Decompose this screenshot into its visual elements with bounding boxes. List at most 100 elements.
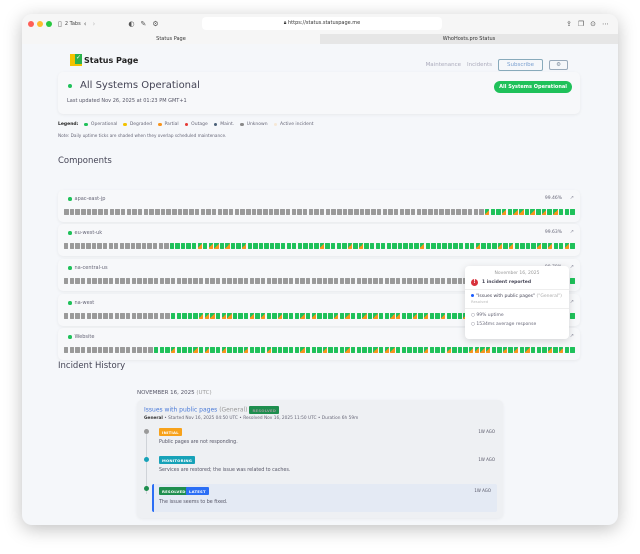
uptime-tick[interactable] [240, 209, 245, 215]
uptime-tick[interactable] [289, 347, 294, 353]
uptime-tick[interactable] [564, 209, 569, 215]
uptime-tick[interactable] [348, 209, 353, 215]
uptime-tick[interactable] [154, 278, 159, 284]
uptime-tick[interactable] [359, 209, 365, 215]
uptime-tick[interactable] [86, 209, 92, 215]
uptime-tick[interactable] [322, 278, 328, 284]
uptime-tick[interactable] [457, 313, 463, 319]
uptime-tick[interactable] [170, 347, 176, 353]
uptime-tick[interactable] [308, 209, 314, 215]
uptime-tick[interactable] [200, 209, 205, 215]
uptime-tick[interactable] [501, 209, 507, 215]
uptime-tick[interactable] [244, 347, 249, 353]
uptime-tick[interactable] [132, 209, 137, 215]
uptime-tick[interactable] [75, 243, 80, 249]
uptime-tick[interactable] [362, 278, 367, 284]
uptime-tick[interactable] [467, 209, 473, 215]
uptime-tick[interactable] [125, 347, 131, 353]
uptime-tick[interactable] [249, 347, 255, 353]
shield-icon[interactable]: ◐ [128, 20, 135, 28]
uptime-tick[interactable] [435, 347, 440, 353]
uptime-tick[interactable] [125, 243, 130, 249]
uptime-tick[interactable] [187, 313, 193, 319]
uptime-tick[interactable] [347, 243, 353, 249]
uptime-tick[interactable] [325, 209, 331, 215]
uptime-tick[interactable] [405, 209, 410, 215]
uptime-tick[interactable] [541, 209, 547, 215]
uptime-tick[interactable] [303, 243, 308, 249]
uptime-tick[interactable] [86, 278, 91, 284]
uptime-tick[interactable] [311, 347, 316, 353]
uptime-tick[interactable] [120, 347, 125, 353]
uptime-tick[interactable] [186, 243, 191, 249]
uptime-tick[interactable] [175, 243, 180, 249]
uptime-tick[interactable] [148, 278, 153, 284]
uptime-tick[interactable] [232, 347, 238, 353]
uptime-tick[interactable] [305, 278, 311, 284]
uptime-tick[interactable] [131, 347, 136, 353]
uptime-tick[interactable] [266, 313, 271, 319]
pen-icon[interactable]: ✎ [140, 20, 147, 28]
uptime-tick[interactable] [339, 347, 345, 353]
uptime-tick[interactable] [114, 278, 120, 284]
uptime-tick[interactable] [137, 313, 142, 319]
uptime-tick[interactable] [447, 243, 453, 249]
minimize-button[interactable] [37, 21, 43, 27]
uptime-tick[interactable] [425, 243, 430, 249]
uptime-tick[interactable] [410, 209, 416, 215]
uptime-tick[interactable] [286, 243, 291, 249]
uptime-tick[interactable] [450, 209, 456, 215]
uptime-tick[interactable] [530, 209, 535, 215]
uptime-tick[interactable] [331, 243, 336, 249]
uptime-tick[interactable] [336, 243, 341, 249]
uptime-tick[interactable] [125, 278, 131, 284]
uptime-tick[interactable] [440, 278, 446, 284]
uptime-tick[interactable] [92, 278, 97, 284]
uptime-tick[interactable] [258, 243, 264, 249]
uptime-tick[interactable] [80, 243, 86, 249]
uptime-tick[interactable] [445, 209, 450, 215]
uptime-tick[interactable] [131, 313, 136, 319]
uptime-tick[interactable] [542, 243, 547, 249]
address-bar[interactable]: 🔒︎ https://status.statuspage.me [202, 17, 442, 30]
uptime-tick[interactable] [319, 243, 325, 249]
uptime-tick[interactable] [473, 209, 478, 215]
uptime-tick[interactable] [215, 278, 221, 284]
uptime-tick[interactable] [292, 243, 297, 249]
uptime-tick[interactable] [91, 243, 97, 249]
uptime-tick[interactable] [547, 209, 552, 215]
uptime-tick[interactable] [367, 278, 373, 284]
uptime-tick[interactable] [564, 243, 569, 249]
uptime-tick[interactable] [536, 243, 542, 249]
uptime-tick[interactable] [291, 209, 296, 215]
uptime-tick[interactable] [64, 278, 69, 284]
uptime-tick[interactable] [177, 209, 183, 215]
uptime-tick[interactable] [159, 278, 165, 284]
uptime-tick[interactable] [81, 209, 86, 215]
uptime-tick[interactable] [358, 243, 364, 249]
uptime-tick[interactable] [255, 278, 260, 284]
uptime-tick[interactable] [513, 209, 518, 215]
uptime-tick[interactable] [559, 243, 564, 249]
uptime-tick[interactable] [285, 209, 291, 215]
uptime-tick[interactable] [514, 347, 519, 353]
uptime-tick[interactable] [103, 347, 108, 353]
tabs-overview-icon[interactable]: ❐ [577, 20, 585, 28]
uptime-tick[interactable] [189, 209, 194, 215]
uptime-tick[interactable] [114, 347, 120, 353]
uptime-tick[interactable] [80, 278, 86, 284]
uptime-tick[interactable] [204, 347, 210, 353]
uptime-tick[interactable] [308, 243, 314, 249]
uptime-tick[interactable] [314, 243, 319, 249]
uptime-tick[interactable] [272, 347, 277, 353]
uptime-tick[interactable] [297, 243, 302, 249]
forward-icon[interactable]: › [92, 20, 96, 28]
uptime-tick[interactable] [260, 313, 266, 319]
uptime-tick[interactable] [268, 209, 274, 215]
uptime-tick[interactable] [418, 278, 423, 284]
uptime-tick[interactable] [148, 347, 153, 353]
uptime-tick[interactable] [339, 278, 345, 284]
uptime-tick[interactable] [211, 209, 217, 215]
uptime-tick[interactable] [75, 313, 80, 319]
uptime-tick[interactable] [119, 243, 124, 249]
